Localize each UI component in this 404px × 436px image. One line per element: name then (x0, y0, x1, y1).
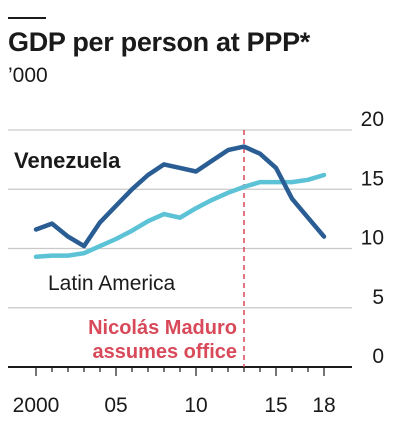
annotation-line-2: assumes office (92, 341, 237, 363)
chart-title: GDP per person at PPP* (8, 27, 311, 57)
series-label-venezuela: Venezuela (14, 148, 121, 173)
y-tick-label: 5 (372, 286, 384, 309)
y-tick-label: 10 (361, 227, 384, 250)
x-tick-label: 2000 (13, 394, 60, 417)
x-tick-label: 05 (104, 394, 127, 417)
x-tick-label: 15 (264, 394, 287, 417)
gridlines (8, 129, 352, 309)
x-tick-label: 18 (312, 394, 335, 417)
x-axis (8, 366, 352, 376)
series-line-latin-america (33, 172, 327, 260)
series-line-venezuela (33, 144, 327, 249)
y-tick-label: 0 (372, 345, 384, 368)
x-tick-labels: 2000 05 10 15 18 (13, 394, 336, 417)
chart-units: ’000 (8, 64, 48, 87)
series-lines (33, 144, 327, 260)
top-rule (8, 17, 46, 19)
series-label-latin-america: Latin America (48, 272, 176, 295)
x-tick-label: 10 (184, 394, 207, 417)
annotation-line-1: Nicolás Maduro (88, 317, 237, 339)
y-tick-label: 15 (361, 167, 384, 190)
y-tick-label: 20 (361, 108, 384, 131)
y-tick-labels: 0 5 10 15 20 (361, 108, 384, 368)
